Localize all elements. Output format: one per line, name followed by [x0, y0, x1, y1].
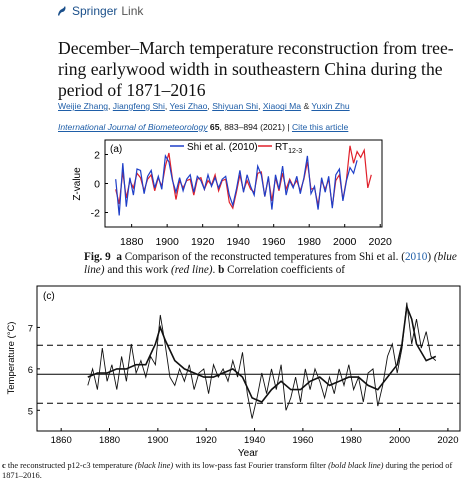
- author-link[interactable]: Jiangfeng Shi: [112, 101, 165, 111]
- figure-9c-caption: c the reconstructed p12-c3 temperature (…: [2, 461, 453, 480]
- y-tick-label: 6: [28, 365, 33, 376]
- logo-text: Springer: [72, 4, 118, 18]
- author-link[interactable]: Yesi Zhao: [169, 101, 208, 111]
- cite-article-link[interactable]: Cite this article: [291, 122, 349, 132]
- journal-separator: |: [287, 122, 290, 132]
- series-line: [115, 154, 358, 216]
- legend-label-rt: RT12-3: [275, 142, 302, 155]
- x-tick-label: 1900: [147, 435, 168, 446]
- y-tick-label: -2: [91, 208, 100, 220]
- x-tick-label: 2000: [333, 236, 357, 246]
- springer-link-logo[interactable]: Springer Link: [56, 4, 143, 18]
- legend-label-shi: Shi et al. (2010): [187, 142, 258, 153]
- y-tick-label: 5: [28, 406, 33, 417]
- logo-sub: Link: [121, 4, 144, 18]
- x-tick-label: 2020: [437, 435, 458, 446]
- x-tick-label: 1920: [191, 236, 215, 246]
- x-tick-label: 1900: [155, 236, 179, 246]
- y-tick-label: 7: [28, 323, 33, 334]
- author-link[interactable]: Yuxin Zhu: [311, 101, 350, 111]
- legend: Shi et al. (2010) RT12-3: [170, 142, 302, 155]
- author-list: Weijie Zhang, Jiangfeng Shi, Yesi Zhao, …: [58, 101, 350, 111]
- x-tick-label: 1980: [298, 236, 322, 246]
- springer-horse-icon: [58, 6, 66, 16]
- author-link[interactable]: Shiyuan Shi: [212, 101, 259, 111]
- journal-pages: , 883–894 (2021): [219, 122, 285, 132]
- x-tick-label: 1920: [196, 435, 217, 446]
- y-axis-label: Z-value: [72, 167, 83, 201]
- chart-panel-c: 1860 1880 1900 1920 1940 1960 1980 2000 2020567 …: [6, 285, 461, 459]
- series-line: [87, 306, 437, 403]
- article-title: December–March temperature reconstructio…: [58, 38, 454, 100]
- x-axis-label: Year: [238, 448, 259, 459]
- y-axis-label: Temperature (°C): [6, 322, 17, 395]
- chart-panel-a: 1880 1900 1920 1940 1960 1980 2000 2020 -2 0 2 (a)…: [72, 139, 393, 246]
- citation-link[interactable]: 2010: [404, 251, 428, 263]
- x-tick-label: 2020: [369, 236, 393, 246]
- x-tick-label: 1980: [341, 435, 362, 446]
- journal-link[interactable]: International Journal of Biometeorology: [58, 122, 208, 132]
- x-tick-label: 2000: [389, 435, 410, 446]
- x-tick-label: 1940: [244, 435, 265, 446]
- journal-line: International Journal of Biometeorology …: [58, 122, 348, 132]
- x-tick-label: 1880: [99, 435, 120, 446]
- panel-label-c: (c): [43, 291, 55, 302]
- author-link[interactable]: Xiaoqi Ma: [262, 101, 302, 111]
- figure-9-caption: Fig. 9 a Comparison of the reconstructed…: [84, 251, 457, 276]
- author-link[interactable]: Weijie Zhang: [58, 101, 108, 111]
- journal-volume: 65: [209, 122, 220, 132]
- y-tick-label: 0: [94, 179, 100, 191]
- panel-label-a: (a): [110, 144, 122, 155]
- y-tick-label: 2: [94, 150, 100, 162]
- plot-frame: [36, 285, 461, 432]
- x-tick-label: 1940: [226, 236, 250, 246]
- x-tick-label: 1960: [292, 435, 313, 446]
- x-tick-label: 1960: [262, 236, 286, 246]
- x-tick-label: 1880: [120, 236, 144, 246]
- x-tick-label: 1860: [51, 435, 72, 446]
- series-line: [87, 302, 437, 419]
